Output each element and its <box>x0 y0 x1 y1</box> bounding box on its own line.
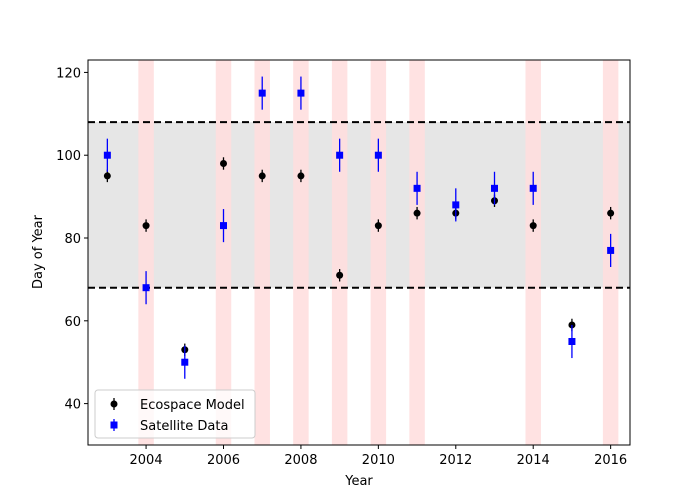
y-tick-label: 120 <box>56 66 81 81</box>
y-tick-label: 60 <box>64 315 81 330</box>
satellite-data-point <box>568 338 576 346</box>
y-tick-label: 100 <box>56 149 81 164</box>
ecospace-model-point <box>258 172 266 180</box>
legend-marker-satellite-data <box>110 419 118 431</box>
satellite-data-point <box>413 184 421 192</box>
ecospace-model-point <box>297 172 305 180</box>
x-tick-label: 2012 <box>439 453 472 468</box>
y-tick-label: 40 <box>64 398 81 413</box>
ecospace-model-point <box>103 172 111 180</box>
highlight-year-2006 <box>215 60 232 445</box>
y-tick-label: 80 <box>64 232 81 247</box>
axes-frame <box>87 59 631 446</box>
x-tick-label: 2008 <box>284 453 317 468</box>
x-tick-label: 2010 <box>362 453 395 468</box>
satellite-data-point <box>491 184 498 192</box>
reference-band <box>88 122 630 288</box>
legend-marker-ecospace-model <box>110 398 118 410</box>
highlight-year-2014 <box>525 60 541 445</box>
legend-frame <box>94 389 256 439</box>
satellite-data-point <box>258 89 266 97</box>
ecospace-model-point <box>413 209 421 217</box>
satellite-data-point <box>181 358 189 366</box>
legend-circle-marker <box>110 400 118 408</box>
satellite-data-point <box>297 89 305 97</box>
x-axis-label: Year <box>344 474 373 489</box>
highlight-year-2004 <box>138 60 154 445</box>
ecospace-model-point <box>374 222 382 230</box>
legend-label-satellite-data: Satellite Data <box>140 419 228 434</box>
ecospace-model-point <box>529 222 537 230</box>
x-tick-label: 2016 <box>594 453 627 468</box>
satellite-data-point <box>103 151 111 159</box>
satellite-data-point <box>142 284 150 292</box>
satellite-data-point <box>374 151 382 159</box>
satellite-data-point <box>607 246 615 254</box>
satellite-data-point <box>220 222 227 230</box>
x-tick-label: 2006 <box>207 453 240 468</box>
ecospace-model-point <box>142 222 150 230</box>
x-tick-label: 2014 <box>517 453 550 468</box>
ecospace-model-point <box>607 209 615 217</box>
ecospace-model-point <box>336 271 344 279</box>
ecospace-model-point <box>220 159 227 167</box>
x-tick-label: 2004 <box>130 453 163 468</box>
legend-square-marker <box>110 421 118 429</box>
highlight-year-2009 <box>331 60 348 445</box>
highlight-year-2010 <box>370 60 387 445</box>
highlight-year-2007 <box>254 60 270 445</box>
y-axis-label: Day of Year <box>31 214 46 289</box>
satellite-data-point <box>336 151 344 159</box>
legend-label-ecospace-model: Ecospace Model <box>140 398 245 413</box>
plot-content <box>88 60 630 445</box>
satellite-data-point <box>529 184 537 192</box>
satellite-data-point <box>452 201 460 209</box>
highlight-year-2011 <box>409 60 425 445</box>
legend: Ecospace Model Satellite Data <box>94 389 256 439</box>
plot-area: 2004 2006 2008 2010 2012 2014 2016 40 60 80 100 120 <box>56 59 631 468</box>
highlight-year-2008 <box>293 60 309 445</box>
